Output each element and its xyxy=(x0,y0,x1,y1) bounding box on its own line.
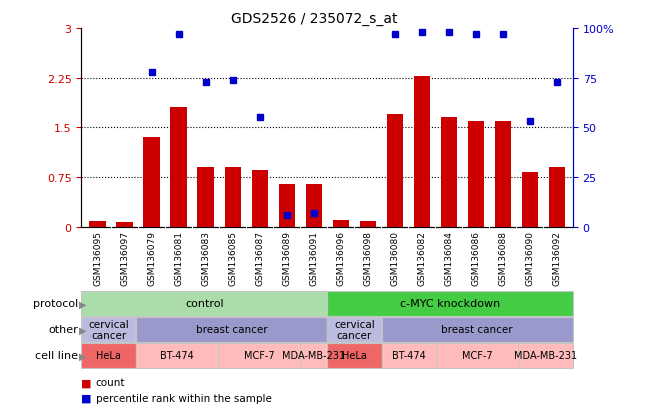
Text: GSM136087: GSM136087 xyxy=(255,230,264,285)
Bar xyxy=(143,138,159,227)
Text: GSM136091: GSM136091 xyxy=(309,230,318,285)
Text: GSM136097: GSM136097 xyxy=(120,230,129,285)
Text: BT-474: BT-474 xyxy=(160,351,194,361)
Text: cell line: cell line xyxy=(35,351,78,361)
Text: GSM136084: GSM136084 xyxy=(444,230,453,285)
Text: cervical
cancer: cervical cancer xyxy=(334,319,375,340)
Text: HeLa: HeLa xyxy=(342,351,367,361)
Text: MCF-7: MCF-7 xyxy=(243,351,274,361)
Text: GSM136095: GSM136095 xyxy=(93,230,102,285)
Bar xyxy=(359,222,376,227)
Text: GSM136080: GSM136080 xyxy=(390,230,399,285)
Text: GSM136096: GSM136096 xyxy=(336,230,345,285)
Text: cervical
cancer: cervical cancer xyxy=(89,319,129,340)
Bar xyxy=(495,121,511,227)
Text: ▶: ▶ xyxy=(79,299,87,309)
Bar xyxy=(549,168,565,227)
Text: MDA-MB-231: MDA-MB-231 xyxy=(514,351,577,361)
Text: GSM136085: GSM136085 xyxy=(228,230,237,285)
Text: GDS2526 / 235072_s_at: GDS2526 / 235072_s_at xyxy=(231,12,397,26)
Text: percentile rank within the sample: percentile rank within the sample xyxy=(96,393,271,403)
Text: ■: ■ xyxy=(81,393,92,403)
Text: protocol: protocol xyxy=(33,299,78,309)
Text: HeLa: HeLa xyxy=(96,351,121,361)
Text: c-MYC knockdown: c-MYC knockdown xyxy=(400,299,500,309)
Text: GSM136088: GSM136088 xyxy=(498,230,507,285)
Text: breast cancer: breast cancer xyxy=(441,325,513,335)
Bar xyxy=(333,221,349,227)
Text: GSM136082: GSM136082 xyxy=(417,230,426,285)
Text: GSM136098: GSM136098 xyxy=(363,230,372,285)
Bar xyxy=(89,222,105,227)
Text: GSM136086: GSM136086 xyxy=(471,230,480,285)
Text: other: other xyxy=(48,325,78,335)
Text: ▶: ▶ xyxy=(79,325,87,335)
Bar xyxy=(467,121,484,227)
Text: control: control xyxy=(185,299,223,309)
Text: breast cancer: breast cancer xyxy=(196,325,268,335)
Text: ▶: ▶ xyxy=(79,351,87,361)
Text: ■: ■ xyxy=(81,377,92,387)
Text: GSM136083: GSM136083 xyxy=(201,230,210,285)
Bar xyxy=(197,168,214,227)
Text: GSM136092: GSM136092 xyxy=(552,230,561,285)
Text: count: count xyxy=(96,377,125,387)
Text: GSM136089: GSM136089 xyxy=(282,230,291,285)
Text: GSM136090: GSM136090 xyxy=(525,230,534,285)
Bar xyxy=(225,168,241,227)
Bar xyxy=(413,76,430,227)
Text: MDA-MB-231: MDA-MB-231 xyxy=(282,351,345,361)
Bar xyxy=(305,184,322,227)
Bar xyxy=(441,118,457,227)
Bar xyxy=(117,223,133,227)
Bar xyxy=(521,173,538,227)
Bar xyxy=(171,108,187,227)
Text: BT-474: BT-474 xyxy=(392,351,426,361)
Text: GSM136079: GSM136079 xyxy=(147,230,156,285)
Bar xyxy=(387,115,403,227)
Text: MCF-7: MCF-7 xyxy=(462,351,493,361)
Bar xyxy=(279,184,295,227)
Text: GSM136081: GSM136081 xyxy=(174,230,183,285)
Bar xyxy=(251,171,268,227)
